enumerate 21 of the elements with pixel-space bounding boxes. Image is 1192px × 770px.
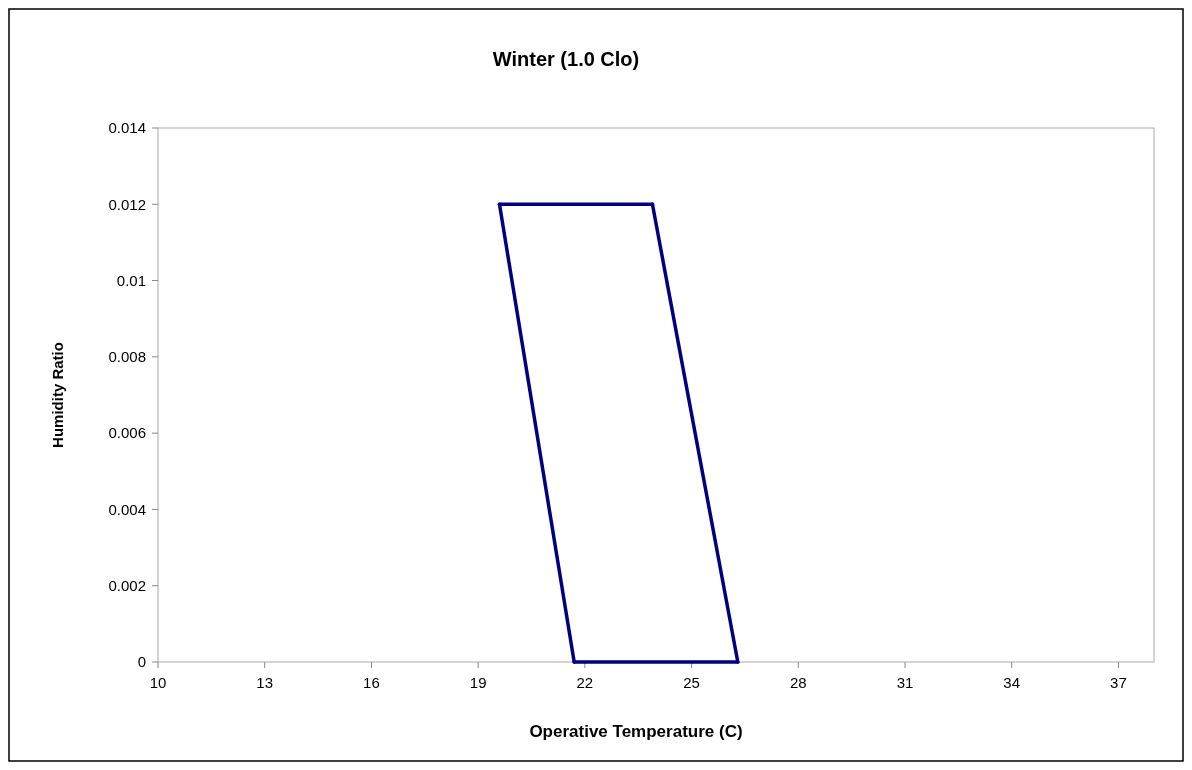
- y-tick-label: 0.01: [116, 271, 146, 289]
- x-tick-label: 37: [1110, 674, 1127, 691]
- chart-title: Winter (1.0 Clo): [492, 48, 640, 70]
- x-axis-title: Operative Temperature (C): [529, 722, 743, 741]
- x-tick-label: 34: [1003, 674, 1021, 691]
- y-tick-label: 0.012: [108, 195, 146, 213]
- y-axis-title: Humidity Ratio: [49, 342, 66, 448]
- x-tick-label: 10: [149, 674, 167, 691]
- y-tick-label: 0: [137, 653, 146, 671]
- x-tick-label: 22: [576, 674, 594, 691]
- y-tick-label: 0.002: [108, 576, 146, 594]
- x-tick-label: 16: [363, 674, 380, 691]
- x-tick-label: 28: [789, 674, 807, 691]
- y-tick-label: 0.006: [108, 424, 146, 442]
- y-tick-label: 0.004: [108, 500, 146, 518]
- y-tick-label: 0.008: [108, 348, 146, 366]
- x-tick-label: 25: [683, 674, 700, 691]
- y-tick-label: 0.014: [108, 119, 146, 137]
- x-tick-label: 19: [469, 674, 487, 691]
- x-tick-label: 31: [896, 674, 914, 691]
- x-tick-label: 13: [256, 674, 274, 691]
